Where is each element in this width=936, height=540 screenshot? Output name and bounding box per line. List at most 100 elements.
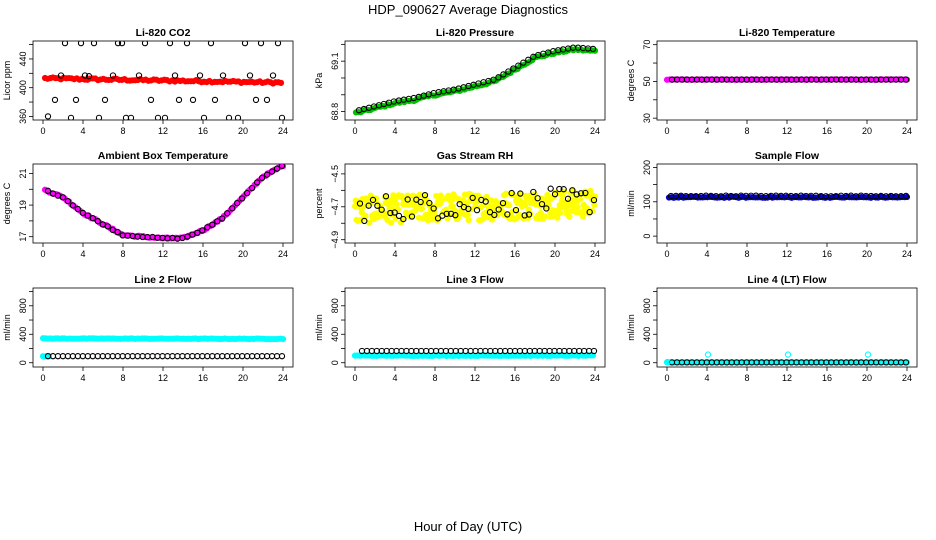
data-point	[365, 202, 372, 209]
data-point	[263, 96, 271, 104]
y-axis-label: kPa	[314, 73, 324, 89]
data-point	[149, 353, 156, 360]
data-point	[67, 114, 75, 120]
data-point	[590, 196, 598, 204]
data-point	[517, 190, 524, 197]
x-tick-label: 0	[664, 126, 669, 136]
data-point	[81, 72, 89, 79]
data-point	[551, 191, 559, 198]
panel-2: Li-820 Pressure kPa 0 4 8 12 16 20 24 68.8 69.1	[314, 27, 606, 136]
x-tick-label: 4	[704, 373, 709, 383]
data-point	[95, 114, 103, 120]
data-point	[51, 96, 59, 104]
data-point	[109, 226, 116, 234]
data-point	[366, 220, 373, 227]
data-point	[864, 351, 872, 358]
y-tick-label: 17	[18, 232, 28, 242]
x-tick-label: 4	[392, 249, 397, 259]
x-tick-label: 12	[782, 249, 792, 259]
series-spikes	[664, 351, 872, 366]
data-point	[508, 189, 515, 197]
y-axis-label: ml/min	[2, 314, 12, 341]
x-tick-label: 16	[822, 126, 832, 136]
plot-frame	[656, 287, 918, 368]
data-point	[278, 114, 286, 120]
data-point	[134, 353, 141, 360]
data-point	[400, 215, 407, 223]
data-point	[84, 212, 91, 219]
x-tick-label: 16	[510, 249, 520, 259]
data-point	[268, 353, 276, 360]
x-tick-label: 4	[392, 126, 397, 136]
panel-title: Gas Stream RH	[437, 150, 513, 162]
data-point	[199, 353, 206, 360]
data-point	[491, 211, 498, 219]
series-1-min-averages	[41, 164, 287, 242]
x-tick-label: 16	[510, 373, 520, 383]
points-layer	[663, 351, 911, 366]
x-tick-label: 0	[664, 373, 669, 383]
data-point	[391, 209, 398, 216]
panel-4: Ambient Box Temperature degrees C 0 4 8 12 16 2…	[2, 150, 294, 259]
data-point	[147, 96, 155, 104]
data-point	[183, 41, 191, 47]
data-point	[475, 192, 482, 199]
x-tick-label: 8	[744, 373, 749, 383]
data-point	[505, 68, 512, 75]
data-point	[44, 187, 52, 194]
y-tick-label: 0	[642, 360, 652, 365]
data-point	[273, 165, 281, 172]
data-point	[482, 198, 489, 205]
data-point	[209, 353, 216, 360]
series-1-min-averages-high	[39, 335, 287, 343]
data-point	[538, 200, 546, 208]
panel-title: Li-820 Temperature	[739, 27, 835, 39]
x-tick-label: 20	[862, 373, 872, 383]
points-layer	[351, 347, 598, 359]
data-point	[586, 208, 593, 216]
x-tick-label: 12	[782, 373, 792, 383]
x-tick-label: 20	[550, 373, 560, 383]
x-tick-label: 0	[664, 249, 669, 259]
x-tick-label: 4	[704, 126, 709, 136]
series-line-samples	[355, 44, 597, 114]
data-point	[557, 209, 564, 216]
panel-5: Gas Stream RH percent 0 4 8 12 16 20 24 −4.9 −4.7 −…	[314, 150, 606, 259]
x-tick-label: 12	[782, 126, 792, 136]
x-tick-label: 12	[470, 249, 480, 259]
data-point	[495, 206, 502, 213]
x-tick-label: 4	[704, 249, 709, 259]
data-point	[219, 353, 226, 360]
data-point	[69, 202, 77, 209]
data-point	[490, 76, 497, 83]
x-tick-label: 24	[590, 126, 600, 136]
y-axis-label: percent	[314, 188, 324, 219]
points-layer	[39, 335, 287, 360]
panel-title: Line 4 (LT) Flow	[747, 274, 827, 286]
y-axis-label: ml/min	[626, 314, 636, 341]
y-tick-label: 68.8	[330, 103, 340, 121]
x-tick-label: 12	[470, 126, 480, 136]
data-point	[246, 72, 254, 79]
data-point	[560, 186, 567, 193]
y-tick-label: 400	[18, 327, 28, 342]
data-point	[159, 353, 166, 360]
data-point	[84, 353, 91, 360]
data-point	[473, 206, 481, 214]
data-point	[74, 205, 82, 213]
data-point	[902, 76, 910, 83]
data-point	[129, 353, 136, 360]
data-point	[395, 212, 403, 220]
series-line-samples	[358, 347, 598, 355]
data-point	[495, 74, 502, 81]
series-line-samples	[44, 353, 286, 360]
data-point	[219, 72, 227, 79]
data-point	[243, 189, 251, 197]
data-point	[417, 198, 424, 206]
x-tick-label: 8	[120, 126, 125, 136]
data-point	[248, 353, 256, 360]
x-tick-label: 0	[352, 373, 357, 383]
y-tick-label: 0	[330, 360, 340, 365]
y-tick-label: −4.9	[330, 231, 340, 249]
